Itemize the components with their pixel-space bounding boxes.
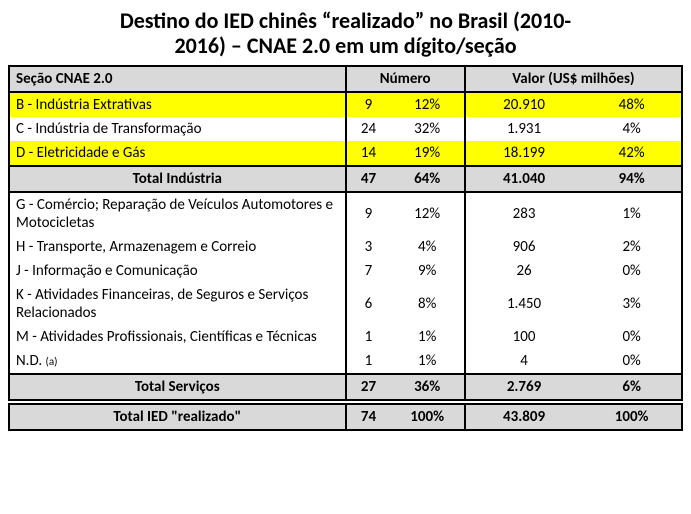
table-row: C - Indústria de Transformação 24 32% 1.… bbox=[9, 117, 682, 141]
cell-label: G - Comércio; Reparação de Veículos Auto… bbox=[9, 192, 346, 235]
cell-vp: 2% bbox=[582, 235, 682, 259]
data-table: Seção CNAE 2.0NúmeroValor (US$ milhões) … bbox=[8, 65, 683, 431]
cell-label: J - Informação e Comunicação bbox=[9, 259, 346, 283]
cell-np: 12% bbox=[390, 92, 464, 117]
cell-n: 1 bbox=[346, 349, 391, 374]
cell-label: K - Atividades Financeiras, de Seguros e… bbox=[9, 283, 346, 325]
hdr-number: Número bbox=[346, 66, 465, 92]
cell-vp: 100% bbox=[582, 404, 682, 430]
cell-vp: 0% bbox=[582, 349, 682, 374]
cell-label: C - Indústria de Transformação bbox=[9, 117, 346, 141]
cell-vp: 0% bbox=[582, 325, 682, 349]
cell-label: B - Indústria Extrativas bbox=[9, 92, 346, 117]
cell-np: 4% bbox=[390, 235, 464, 259]
cell-label: D - Eletricidade e Gás bbox=[9, 141, 346, 166]
subtotal-row: Total Indústria 47 64% 41.040 94% bbox=[9, 166, 682, 192]
cell-np: 1% bbox=[390, 349, 464, 374]
cell-vp: 1% bbox=[582, 192, 682, 235]
cell-vp: 94% bbox=[582, 166, 682, 192]
cell-v: 20.910 bbox=[465, 92, 582, 117]
cell-v: 41.040 bbox=[465, 166, 582, 192]
cell-np: 64% bbox=[390, 166, 464, 192]
cell-v: 43.809 bbox=[465, 404, 582, 430]
table-row: H - Transporte, Armazenagem e Correio 3 … bbox=[9, 235, 682, 259]
cell-vp: 6% bbox=[582, 374, 682, 400]
cell-n: 3 bbox=[346, 235, 391, 259]
title-line-1: Destino do IED chinês “realizado” no Bra… bbox=[120, 7, 571, 34]
cell-label: Total IED "realizado" bbox=[9, 404, 346, 430]
page-title: Destino do IED chinês “realizado” no Bra… bbox=[8, 8, 683, 59]
grand-total-row: Total IED "realizado" 74 100% 43.809 100… bbox=[9, 404, 682, 430]
cell-np: 9% bbox=[390, 259, 464, 283]
cell-v: 283 bbox=[465, 192, 582, 235]
table-row: D - Eletricidade e Gás 14 19% 18.199 42% bbox=[9, 141, 682, 166]
cell-v: 4 bbox=[465, 349, 582, 374]
cell-n: 9 bbox=[346, 92, 391, 117]
subtotal-row: Total Serviços 27 36% 2.769 6% bbox=[9, 374, 682, 400]
cell-np: 36% bbox=[390, 374, 464, 400]
cell-vp: 42% bbox=[582, 141, 682, 166]
cell-n: 9 bbox=[346, 192, 391, 235]
cell-np: 12% bbox=[390, 192, 464, 235]
nd-label: N.D. bbox=[16, 352, 42, 370]
table-row: N.D. (a) 1 1% 4 0% bbox=[9, 349, 682, 374]
cell-vp: 0% bbox=[582, 259, 682, 283]
cell-label: M - Atividades Profissionais, Científica… bbox=[9, 325, 346, 349]
cell-np: 32% bbox=[390, 117, 464, 141]
cell-v: 1.931 bbox=[465, 117, 582, 141]
cell-n: 14 bbox=[346, 141, 391, 166]
table-row: J - Informação e Comunicação 7 9% 26 0% bbox=[9, 259, 682, 283]
cell-v: 2.769 bbox=[465, 374, 582, 400]
table-row: G - Comércio; Reparação de Veículos Auto… bbox=[9, 192, 682, 235]
cell-label: Total Serviços bbox=[9, 374, 346, 400]
hdr-section: Seção CNAE 2.0 bbox=[9, 66, 346, 92]
cell-v: 100 bbox=[465, 325, 582, 349]
cell-n: 1 bbox=[346, 325, 391, 349]
cell-np: 100% bbox=[390, 404, 464, 430]
table-header: Seção CNAE 2.0NúmeroValor (US$ milhões) bbox=[9, 66, 682, 92]
cell-v: 26 bbox=[465, 259, 582, 283]
cell-label: N.D. (a) bbox=[9, 349, 346, 374]
nd-note: (a) bbox=[46, 355, 58, 368]
cell-n: 24 bbox=[346, 117, 391, 141]
cell-label: Total Indústria bbox=[9, 166, 346, 192]
cell-label: H - Transporte, Armazenagem e Correio bbox=[9, 235, 346, 259]
cell-n: 6 bbox=[346, 283, 391, 325]
cell-vp: 3% bbox=[582, 283, 682, 325]
cell-n: 27 bbox=[346, 374, 391, 400]
title-line-2: 2016) – CNAE 2.0 em um dígito/seção bbox=[174, 32, 516, 59]
cell-n: 7 bbox=[346, 259, 391, 283]
table-row: K - Atividades Financeiras, de Seguros e… bbox=[9, 283, 682, 325]
cell-np: 19% bbox=[390, 141, 464, 166]
cell-n: 74 bbox=[346, 404, 391, 430]
cell-vp: 4% bbox=[582, 117, 682, 141]
cell-v: 18.199 bbox=[465, 141, 582, 166]
cell-np: 8% bbox=[390, 283, 464, 325]
cell-np: 1% bbox=[390, 325, 464, 349]
cell-vp: 48% bbox=[582, 92, 682, 117]
cell-v: 906 bbox=[465, 235, 582, 259]
table-row: M - Atividades Profissionais, Científica… bbox=[9, 325, 682, 349]
cell-n: 47 bbox=[346, 166, 391, 192]
table-row: B - Indústria Extrativas 9 12% 20.910 48… bbox=[9, 92, 682, 117]
cell-v: 1.450 bbox=[465, 283, 582, 325]
hdr-value: Valor (US$ milhões) bbox=[465, 66, 682, 92]
